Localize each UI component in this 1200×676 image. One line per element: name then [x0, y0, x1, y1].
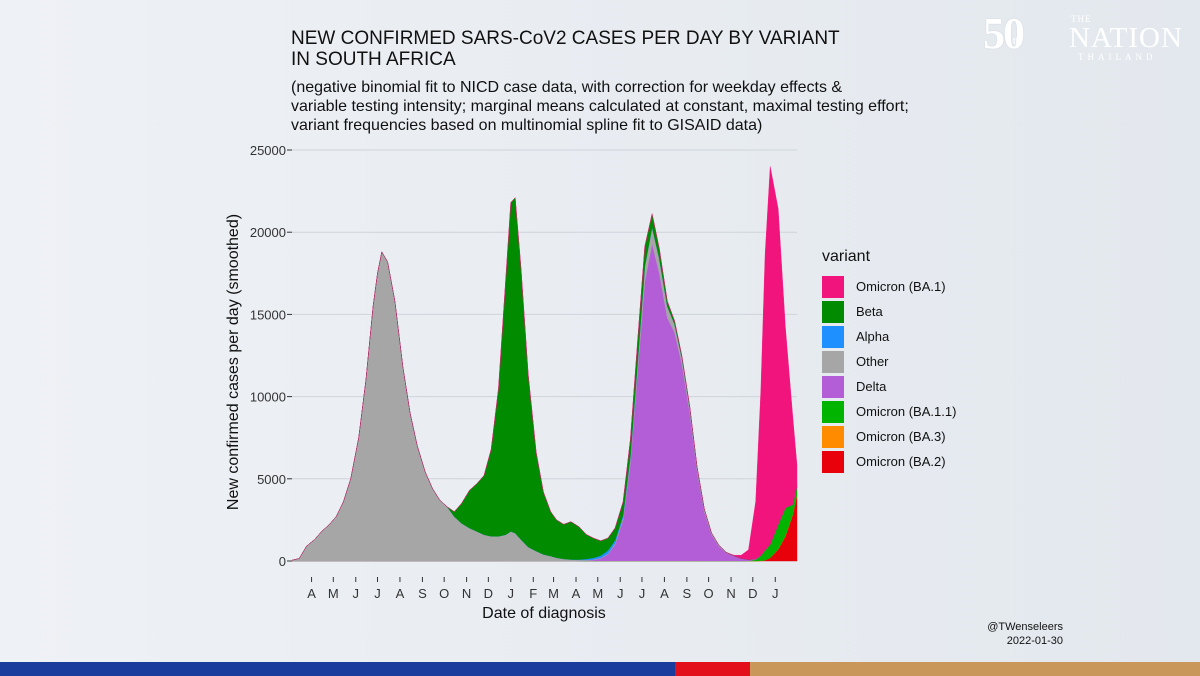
legend-swatch: [822, 375, 844, 398]
x-tick-label: M: [548, 586, 559, 601]
x-tick-label: M: [328, 586, 339, 601]
y-tick-label: 10000: [250, 390, 286, 405]
y-tick-label: 25000: [250, 143, 286, 158]
legend-label: Beta: [856, 304, 883, 319]
credit-date: 2022-01-30: [1006, 635, 1063, 647]
chart-subtitle-line3: variant frequencies based on multinomial…: [291, 117, 763, 134]
legend-label: Other: [856, 354, 889, 369]
legend-items: Omicron (BA.1) Beta Alpha Other Delta Omicron…: [822, 274, 956, 474]
credit-author: @TWenseleers: [987, 621, 1063, 633]
x-tick-label: N: [462, 586, 471, 601]
legend-item: Omicron (BA.1): [822, 274, 956, 299]
x-tick-label: N: [726, 586, 735, 601]
x-tick-label: S: [418, 586, 427, 601]
bottom-bar-blue: [0, 662, 675, 676]
x-tick-label: J: [374, 586, 381, 601]
legend-swatch: [822, 275, 844, 298]
y-tick-label: 5000: [257, 472, 286, 487]
legend-swatch: [822, 350, 844, 373]
y-axis-label: New confirmed cases per day (smoothed): [225, 214, 242, 510]
logo-anniversary-number: 50: [983, 9, 1025, 58]
legend-item: Other: [822, 349, 956, 374]
credit: @TWenseleers 2022-01-30: [987, 620, 1063, 648]
x-tick-label: J: [772, 586, 779, 601]
bottom-color-bar: [0, 662, 1200, 676]
x-tick-label: A: [396, 586, 405, 601]
logo-the: THE: [1071, 14, 1092, 24]
bottom-bar-gold: [750, 662, 1200, 676]
x-tick-label: O: [704, 586, 714, 601]
legend-label: Delta: [856, 379, 887, 394]
x-tick-label: S: [683, 586, 692, 601]
legend-label: Omicron (BA.1): [856, 279, 946, 294]
area-series: [291, 166, 798, 562]
nation-logo: 50 th THE NATION THAILAND: [983, 8, 1183, 68]
x-tick-label: D: [484, 586, 493, 601]
x-tick-label: A: [660, 586, 669, 601]
x-tick-label: M: [592, 586, 603, 601]
legend-swatch: [822, 450, 844, 473]
chart-title: NEW CONFIRMED SARS-CoV2 CASES PER DAY BY…: [291, 28, 951, 70]
legend-label: Omicron (BA.3): [856, 429, 946, 444]
x-tick-label: J: [508, 586, 515, 601]
legend-label: Omicron (BA.2): [856, 454, 946, 469]
legend-label: Alpha: [856, 329, 890, 344]
y-tick-label: 15000: [250, 307, 286, 322]
x-tick-label: J: [617, 586, 624, 601]
x-axis-label: Date of diagnosis: [482, 605, 606, 622]
x-tick-label: A: [572, 586, 581, 601]
logo-name: NATION: [1069, 22, 1183, 54]
legend-item: Omicron (BA.1.1): [822, 399, 956, 424]
y-tick-label: 20000: [250, 225, 286, 240]
legend: variant Omicron (BA.1) Beta Alpha Other Delt…: [822, 248, 956, 474]
x-tick-label: F: [529, 586, 537, 601]
legend-title: variant: [822, 248, 871, 265]
bottom-bar-red: [675, 662, 750, 676]
chart-subtitle-line1: (negative binomial fit to NICD case data…: [291, 79, 843, 96]
logo-country: THAILAND: [1078, 52, 1157, 62]
legend-swatch: [822, 400, 844, 423]
legend-item: Omicron (BA.2): [822, 449, 956, 474]
area-omicron-ba-1: [291, 166, 798, 561]
chart-subtitle: (negative binomial fit to NICD case data…: [291, 78, 971, 135]
x-tick-label: D: [748, 586, 757, 601]
x-tick-label: A: [307, 586, 316, 601]
legend-item: Delta: [822, 374, 956, 399]
legend-label: Omicron (BA.1.1): [856, 404, 957, 419]
chart-title-line1: NEW CONFIRMED SARS-CoV2 CASES PER DAY BY…: [291, 28, 840, 49]
legend-swatch: [822, 300, 844, 323]
x-tick-label: J: [639, 586, 646, 601]
x-tick-label: O: [439, 586, 449, 601]
x-tick-label: J: [353, 586, 360, 601]
logo-anniversary-suffix: th: [1013, 36, 1021, 46]
chart-title-line2: IN SOUTH AFRICA: [291, 49, 456, 70]
legend-swatch: [822, 425, 844, 448]
chart-subtitle-line2: variable testing intensity; marginal mea…: [291, 98, 909, 115]
legend-swatch: [822, 325, 844, 348]
legend-item: Omicron (BA.3): [822, 424, 956, 449]
y-tick-label: 0: [279, 554, 286, 569]
legend-item: Beta: [822, 299, 956, 324]
legend-item: Alpha: [822, 324, 956, 349]
